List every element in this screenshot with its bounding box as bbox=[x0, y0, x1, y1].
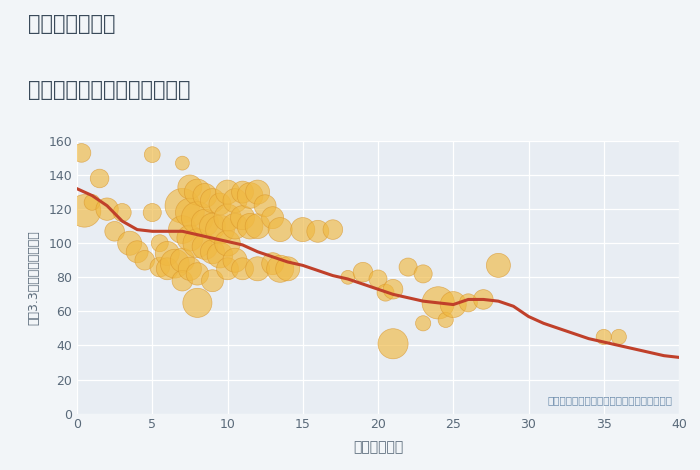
Point bbox=[79, 207, 90, 215]
Point bbox=[252, 265, 263, 273]
Point bbox=[448, 301, 459, 308]
Point bbox=[102, 205, 113, 213]
Point bbox=[176, 159, 188, 167]
Point bbox=[214, 226, 225, 233]
Point bbox=[214, 200, 225, 208]
Point bbox=[109, 227, 120, 235]
Point bbox=[192, 239, 203, 247]
Point bbox=[207, 248, 218, 256]
Point bbox=[199, 192, 211, 199]
Point bbox=[154, 263, 165, 271]
Point bbox=[493, 262, 504, 269]
Point bbox=[162, 250, 173, 257]
Point bbox=[402, 263, 414, 271]
X-axis label: 築年数（年）: 築年数（年） bbox=[353, 440, 403, 454]
Point bbox=[244, 222, 256, 230]
Point bbox=[372, 275, 384, 283]
Point bbox=[252, 188, 263, 196]
Point bbox=[274, 226, 286, 233]
Point bbox=[342, 274, 354, 281]
Point bbox=[222, 265, 233, 273]
Point bbox=[230, 222, 241, 230]
Point bbox=[94, 175, 105, 182]
Point bbox=[207, 277, 218, 284]
Point bbox=[132, 248, 143, 256]
Point bbox=[184, 183, 195, 191]
Point bbox=[192, 214, 203, 221]
Point bbox=[199, 243, 211, 251]
Point bbox=[440, 316, 452, 324]
Point bbox=[477, 296, 489, 303]
Point bbox=[328, 226, 339, 233]
Point bbox=[124, 239, 135, 247]
Point bbox=[282, 265, 293, 273]
Point bbox=[169, 260, 181, 267]
Point bbox=[252, 222, 263, 230]
Point bbox=[184, 265, 195, 273]
Point bbox=[222, 188, 233, 196]
Point bbox=[176, 277, 188, 284]
Point bbox=[433, 299, 444, 306]
Point bbox=[192, 270, 203, 278]
Point bbox=[388, 340, 399, 347]
Point bbox=[192, 188, 203, 196]
Point bbox=[199, 219, 211, 227]
Point bbox=[139, 257, 150, 264]
Point bbox=[147, 151, 158, 158]
Point bbox=[176, 257, 188, 264]
Point bbox=[297, 226, 308, 233]
Text: 埼玉県新井宿駅: 埼玉県新井宿駅 bbox=[28, 14, 116, 34]
Point bbox=[463, 299, 474, 306]
Point bbox=[162, 265, 173, 273]
Point bbox=[613, 333, 624, 341]
Text: 築年数別中古マンション価格: 築年数別中古マンション価格 bbox=[28, 80, 190, 100]
Point bbox=[184, 235, 195, 242]
Point bbox=[154, 239, 165, 247]
Point bbox=[76, 149, 87, 157]
Point bbox=[230, 197, 241, 204]
Point bbox=[388, 285, 399, 293]
Point bbox=[237, 214, 248, 221]
Point bbox=[176, 202, 188, 210]
Point bbox=[222, 239, 233, 247]
Point bbox=[222, 214, 233, 221]
Point bbox=[267, 214, 278, 221]
Point bbox=[598, 333, 609, 341]
Y-axis label: 坪（3.3㎡）単価（万円）: 坪（3.3㎡）単価（万円） bbox=[27, 230, 40, 325]
Point bbox=[237, 188, 248, 196]
Point bbox=[192, 299, 203, 306]
Point bbox=[274, 265, 286, 273]
Point bbox=[116, 209, 128, 216]
Point bbox=[147, 209, 158, 216]
Point bbox=[184, 209, 195, 216]
Point bbox=[214, 251, 225, 259]
Point bbox=[87, 198, 98, 206]
Point bbox=[267, 260, 278, 267]
Point bbox=[237, 265, 248, 273]
Point bbox=[244, 192, 256, 199]
Text: 円の大きさは、取引のあった物件面積を示す: 円の大きさは、取引のあった物件面積を示す bbox=[548, 395, 673, 406]
Point bbox=[230, 257, 241, 264]
Point bbox=[312, 227, 323, 235]
Point bbox=[357, 268, 368, 276]
Point bbox=[207, 222, 218, 230]
Point bbox=[417, 270, 428, 278]
Point bbox=[380, 289, 391, 297]
Point bbox=[417, 320, 428, 327]
Point bbox=[207, 197, 218, 204]
Point bbox=[176, 226, 188, 233]
Point bbox=[260, 202, 271, 210]
